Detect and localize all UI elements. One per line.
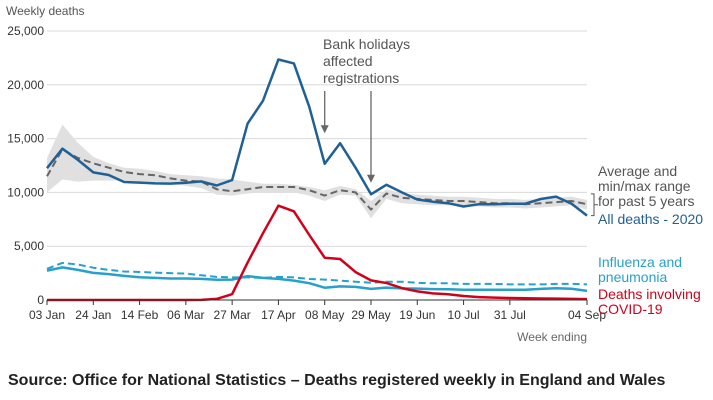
x-tick-label: 10 Jul bbox=[448, 308, 480, 322]
x-tick-label: 24 Jan bbox=[75, 308, 111, 322]
label-covid: Deaths involving COVID-19 bbox=[598, 286, 705, 317]
x-tick-label: 03 Jan bbox=[29, 308, 65, 322]
y-axis-title: Weekly deaths bbox=[6, 4, 85, 18]
x-tick-label: 06 Mar bbox=[167, 308, 204, 322]
x-tick-label: 08 May bbox=[305, 308, 344, 322]
y-tick-label: 10,000 bbox=[7, 185, 44, 199]
x-tick-label: 19 Jun bbox=[399, 308, 435, 322]
svg-text:Average and min/max rang: Average and min/max range for past 5 yea… bbox=[598, 163, 695, 209]
series-line-influenza-and-pneumonia-5-year-average bbox=[46, 261, 588, 286]
bank-holiday-annotation: Bank holidays affected registrations bbox=[323, 36, 414, 86]
y-tick-label: 20,000 bbox=[7, 78, 44, 92]
label-covid-line-2: COVID-19 bbox=[598, 301, 663, 317]
svg-text:Deaths involving COVID-1: Deaths involving COVID-19 bbox=[598, 286, 705, 317]
x-tick-label: 27 Mar bbox=[213, 308, 250, 322]
annotation-arrow-head bbox=[367, 174, 375, 183]
range-band bbox=[47, 124, 598, 219]
label-average-line-3: for past 5 years bbox=[598, 193, 695, 209]
annotation-arrows bbox=[320, 91, 375, 183]
y-tick-label: 5,000 bbox=[14, 239, 44, 253]
x-tick-label: 31 Jul bbox=[494, 308, 526, 322]
x-axis-title: Week ending bbox=[517, 330, 587, 344]
series-line-all-deaths-2020 bbox=[46, 58, 588, 217]
label-influenza: Influenza and pneumonia bbox=[598, 254, 686, 285]
y-tick-label: 25,000 bbox=[7, 24, 44, 38]
label-influenza-line-1: Influenza and bbox=[598, 254, 682, 270]
x-tick-label: 04 Sep bbox=[568, 308, 606, 322]
range-bracket-line bbox=[591, 193, 595, 217]
y-tick-labels: 0 5,000 10,000 15,000 20,000 25,000 bbox=[7, 24, 44, 307]
label-influenza-line-2: pneumonia bbox=[598, 269, 667, 285]
label-average-line-1: Average and bbox=[598, 163, 677, 179]
label-all-deaths: All deaths - 2020 bbox=[598, 211, 703, 227]
annotation-line-2: affected bbox=[323, 53, 373, 69]
label-average-line-2: min/max range bbox=[598, 178, 691, 194]
source-note: Source: Office for National Statistics –… bbox=[8, 372, 666, 389]
range-bracket bbox=[591, 193, 598, 217]
annotation-line-1: Bank holidays bbox=[323, 36, 410, 52]
label-covid-line-1: Deaths involving bbox=[598, 286, 701, 302]
x-tick-label: 14 Feb bbox=[121, 308, 159, 322]
annotation-line-3: registrations bbox=[323, 70, 399, 86]
x-axis bbox=[46, 299, 588, 305]
chart: Weekly deaths 0 5,000 10,000 15,000 20,000 25… bbox=[6, 4, 705, 344]
series-line-influenza-and-pneumonia bbox=[46, 266, 588, 293]
label-average: Average and min/max range for past 5 yea… bbox=[598, 163, 695, 209]
annotation-arrow-head bbox=[320, 125, 329, 134]
y-tick-label: 0 bbox=[37, 293, 44, 307]
svg-text:Bank holidays affected: Bank holidays affected registrations bbox=[323, 36, 414, 86]
y-tick-label: 15,000 bbox=[7, 132, 44, 146]
min-max-range-band bbox=[47, 124, 587, 219]
x-tick-label: 17 Apr bbox=[261, 308, 296, 322]
x-tick-labels: 03 Jan 24 Jan 14 Feb 06 Mar 27 Mar 17 Apr 08 M… bbox=[29, 308, 606, 322]
x-tick-label: 29 May bbox=[351, 308, 390, 322]
svg-text:Influenza and pneumonia: Influenza and pneumonia bbox=[598, 254, 686, 285]
